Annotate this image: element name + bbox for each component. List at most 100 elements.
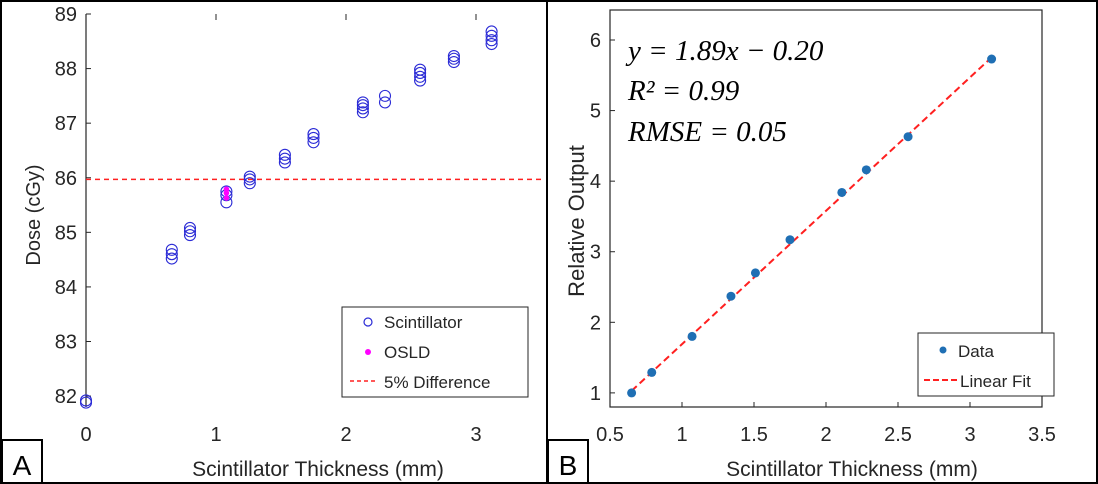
x-tick-label: 3 [470, 424, 481, 446]
y-tick-label: 82 [55, 386, 77, 408]
osld-point [223, 186, 230, 193]
scintillator-point [485, 34, 498, 47]
legend-label-5pct: 5% Difference [384, 373, 490, 392]
y-tick-label: 5 [590, 101, 601, 123]
data-point [726, 291, 736, 301]
scintillator-point [183, 229, 197, 242]
x-tick-label: 2 [820, 424, 831, 446]
x-tick-label: 3.5 [1028, 424, 1056, 446]
panel-b-axes: 1 2 3 4 5 6 0.5 1 1.5 2 2.5 3 3.5 [590, 9, 1056, 446]
scintillator-point [243, 177, 256, 190]
legend-label-scintillator: Scintillator [384, 313, 463, 332]
scintillator-point [183, 225, 197, 238]
scintillator-point [165, 252, 178, 265]
y-tick-label: 2 [590, 312, 601, 334]
panel-b-xlabel: Scintillator Thickness (mm) [726, 458, 978, 481]
scintillator-point [307, 136, 320, 149]
legend-label-linear-fit: Linear Fit [960, 372, 1031, 391]
scintillator-point [165, 248, 178, 261]
legend-marker-scintillator [363, 317, 373, 327]
scintillator-point [243, 170, 256, 183]
scintillator-point [447, 52, 460, 65]
x-tick-label: 1 [676, 424, 687, 446]
panel-label-box-a [1, 439, 43, 484]
data-point [837, 187, 847, 197]
data-point [987, 54, 997, 64]
legend-marker-data [939, 346, 947, 354]
y-tick-label: 88 [55, 59, 77, 81]
legend-label-data: Data [958, 342, 994, 361]
legend-box [341, 306, 529, 398]
panel-a-ylabel: Dose (cGy) [23, 164, 45, 265]
y-tick-label: 87 [55, 113, 77, 135]
scintillator-point [485, 25, 498, 38]
x-tick-label: 0 [80, 424, 91, 446]
panel-a-axes: 82 83 84 85 86 87 88 89 0 1 2 3 [55, 4, 482, 446]
scintillator-point [378, 96, 392, 109]
scintillator-point [356, 102, 369, 115]
scintillator-point [243, 173, 256, 186]
x-tick-label: 1 [210, 424, 221, 446]
y-tick-label: 86 [55, 168, 77, 190]
scintillator-point [356, 99, 369, 112]
data-point [687, 331, 697, 341]
scintillator-point [356, 106, 369, 119]
panel-a: 82 83 84 85 86 87 88 89 0 1 2 3 Dose (cGy) Scintill… [1, 4, 541, 484]
scintillator-point [485, 37, 498, 51]
legend-marker-osld [365, 349, 371, 355]
panel-b-data-marks [627, 54, 997, 398]
y-tick-label: 84 [55, 277, 77, 299]
panel-b-ylabel: Relative Output [564, 145, 589, 297]
data-point [750, 268, 760, 278]
panel-b-legend: Data Linear Fit [917, 332, 1055, 397]
scintillator-point [485, 29, 498, 42]
annotation-rmse: RMSE = 0.05 [627, 116, 787, 148]
scintillator-point [414, 70, 427, 83]
panel-label-box-b [547, 439, 589, 484]
panel-a-legend: Scintillator OSLD 5% Difference [341, 306, 529, 398]
data-point [861, 165, 871, 175]
panel-a-data-marks [79, 25, 498, 409]
scintillator-point [447, 55, 460, 69]
panel-label-a: A [13, 450, 32, 481]
data-point [647, 367, 657, 377]
data-point [627, 388, 637, 398]
y-tick-label: 83 [55, 332, 77, 354]
x-tick-label: 2.5 [884, 424, 912, 446]
panel-b: 1 2 3 4 5 6 0.5 1 1.5 2 2.5 3 3.5 Relative Output Sc… [547, 9, 1056, 484]
data-point [903, 132, 913, 142]
scintillator-point [447, 49, 460, 63]
scintillator-point [307, 131, 320, 144]
legend-label-osld: OSLD [384, 343, 430, 362]
scintillator-point [356, 96, 369, 109]
panel-a-xlabel: Scintillator Thickness (mm) [192, 458, 444, 481]
scintillator-point [278, 152, 291, 165]
scintillator-point [79, 394, 93, 407]
scintillator-point [414, 63, 427, 76]
legend-box [917, 332, 1055, 397]
scintillator-point [278, 148, 291, 161]
x-tick-label: 0.5 [596, 424, 624, 446]
data-point [785, 235, 795, 245]
y-tick-label: 89 [55, 4, 77, 26]
y-tick-label: 6 [590, 30, 601, 52]
annotation-equation: y = 1.89x − 0.20 [625, 35, 824, 67]
x-tick-label: 1.5 [740, 424, 768, 446]
y-tick-label: 85 [55, 222, 77, 244]
scintillator-point [183, 221, 197, 235]
x-tick-label: 3 [964, 424, 975, 446]
scintillator-point [278, 156, 291, 169]
y-tick-label: 4 [590, 171, 601, 193]
scintillator-point [378, 89, 392, 102]
x-tick-label: 2 [340, 424, 351, 446]
osld-point [223, 195, 230, 201]
y-tick-label: 3 [590, 242, 601, 264]
y-tick-label: 1 [590, 383, 601, 405]
scintillator-point [307, 128, 320, 141]
panel-label-b: B [559, 450, 578, 481]
scintillator-point [165, 243, 178, 256]
annotation-r2: R² = 0.99 [627, 75, 740, 107]
scintillator-point [414, 66, 427, 79]
